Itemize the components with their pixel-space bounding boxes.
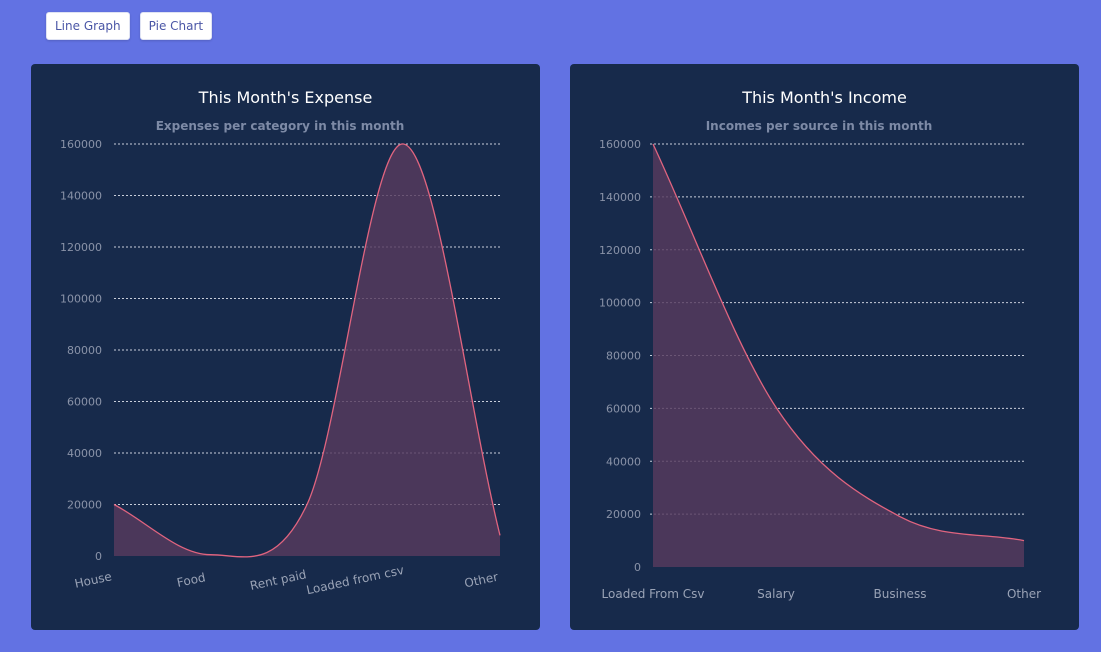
y-tick-label: 60000 <box>67 396 102 409</box>
data-point[interactable] <box>112 503 116 507</box>
data-point[interactable] <box>305 503 309 507</box>
y-tick-label: 40000 <box>67 447 102 460</box>
y-tick-label: 140000 <box>60 190 102 203</box>
income-chart-title: This Month's Income <box>741 88 907 107</box>
y-tick-label: 40000 <box>606 455 641 468</box>
y-tick-label: 20000 <box>606 508 641 521</box>
y-tick-label: 160000 <box>60 138 102 151</box>
x-category-label: Loaded from csv <box>305 563 405 597</box>
income-chart-subtitle: Incomes per source in this month <box>706 119 933 133</box>
x-category-label: Food <box>176 570 207 590</box>
y-tick-label: 140000 <box>599 191 641 204</box>
y-tick-label: 0 <box>95 550 102 563</box>
series-area <box>653 144 1024 567</box>
y-tick-label: 100000 <box>60 293 102 306</box>
x-category-label: House <box>73 569 113 591</box>
expense-chart-subtitle: Expenses per category in this month <box>156 119 405 133</box>
y-tick-label: 80000 <box>606 350 641 363</box>
y-tick-label: 0 <box>634 561 641 574</box>
x-category-label: Other <box>463 570 499 591</box>
data-point[interactable] <box>898 515 902 519</box>
x-category-label: Rent paid <box>249 567 308 593</box>
expense-chart-card: This Month's Expense Expenses per catego… <box>31 64 540 630</box>
x-category-label: Salary <box>757 587 795 601</box>
y-tick-label: 160000 <box>599 138 641 151</box>
x-category-label: Business <box>874 587 927 601</box>
x-category-label: Loaded From Csv <box>602 587 705 601</box>
data-point[interactable] <box>498 533 502 537</box>
x-category-label: Other <box>1007 587 1041 601</box>
expense-chart-title: This Month's Expense <box>198 88 373 107</box>
data-point[interactable] <box>651 142 655 146</box>
income-chart: This Month's Income Incomes per source i… <box>599 88 1041 601</box>
y-tick-label: 20000 <box>67 499 102 512</box>
income-chart-card: This Month's Income Incomes per source i… <box>570 64 1079 630</box>
data-point[interactable] <box>775 406 779 410</box>
expense-chart: This Month's Expense Expenses per catego… <box>60 88 502 597</box>
series-line <box>113 143 501 558</box>
series-area <box>114 143 500 557</box>
data-point[interactable] <box>209 553 213 557</box>
data-point[interactable] <box>1022 539 1026 543</box>
y-tick-label: 100000 <box>599 297 641 310</box>
y-tick-label: 80000 <box>67 344 102 357</box>
y-tick-label: 120000 <box>599 244 641 257</box>
chart-type-toolbar: Line Graph Pie Chart <box>46 12 213 40</box>
series-line <box>652 143 1025 542</box>
y-tick-label: 120000 <box>60 241 102 254</box>
pie-chart-button[interactable]: Pie Chart <box>139 12 213 40</box>
line-graph-button[interactable]: Line Graph <box>46 12 130 40</box>
y-tick-label: 60000 <box>606 402 641 415</box>
data-point[interactable] <box>402 142 406 146</box>
